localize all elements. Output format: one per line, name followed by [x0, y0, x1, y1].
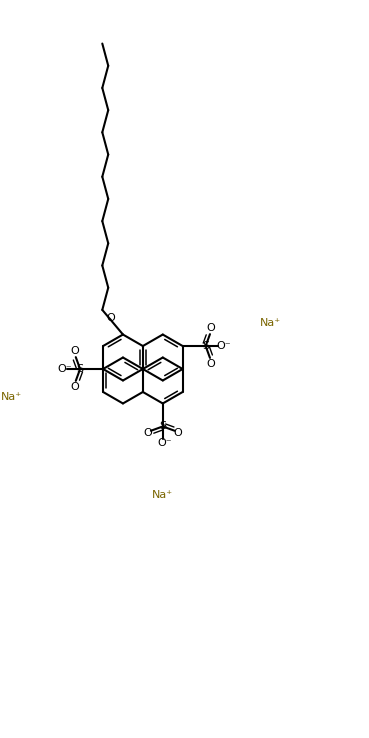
Text: O: O	[70, 346, 79, 356]
Text: O⁻: O⁻	[57, 364, 72, 374]
Text: O: O	[106, 313, 115, 323]
Text: S: S	[202, 341, 209, 351]
Text: O⁻: O⁻	[157, 438, 172, 449]
Text: O⁻: O⁻	[217, 341, 231, 351]
Text: O: O	[174, 428, 182, 438]
Text: S: S	[76, 364, 84, 374]
Text: O: O	[207, 359, 215, 369]
Text: O: O	[70, 382, 79, 392]
Text: Na⁺: Na⁺	[1, 392, 22, 401]
Text: O: O	[143, 428, 152, 438]
Text: Na⁺: Na⁺	[259, 318, 280, 328]
Text: O: O	[207, 323, 215, 333]
Text: Na⁺: Na⁺	[152, 490, 173, 500]
Text: S: S	[159, 421, 166, 432]
